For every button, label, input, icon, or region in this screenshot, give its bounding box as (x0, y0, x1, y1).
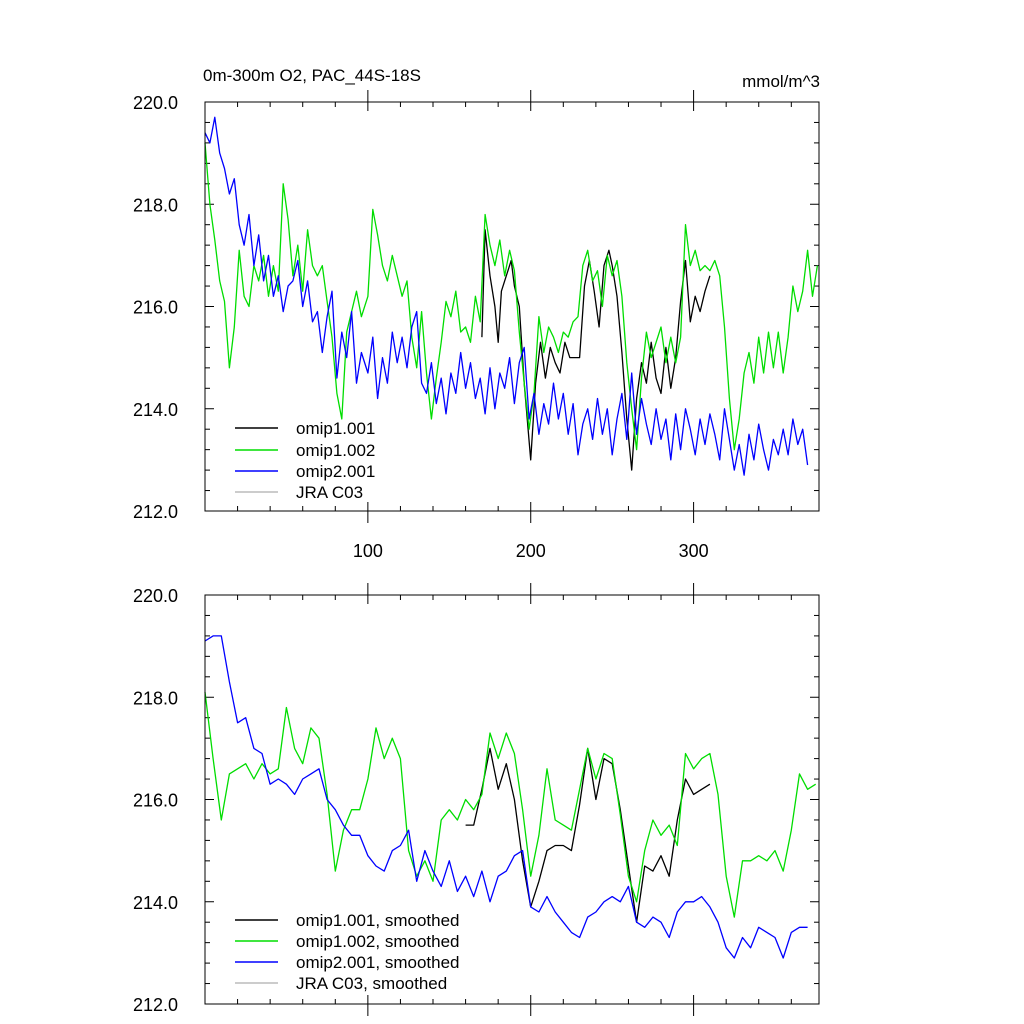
legend-label: omip2.001, smoothed (296, 953, 460, 972)
y-tick-label: 218.0 (133, 688, 178, 708)
legend-label: omip1.001, smoothed (296, 911, 460, 930)
bottom-panel: 212.0 214.0 216.0 218.0 220.0 omip1.001, smo… (133, 583, 820, 1016)
y-tick-label: 216.0 (133, 298, 178, 318)
y-tick-label: 218.0 (133, 195, 178, 215)
plot-frame (204, 594, 820, 1005)
y-tick-label: 214.0 (133, 400, 178, 420)
series-line-omip1-002 (204, 142, 819, 451)
y-tick-label: 212.0 (133, 502, 178, 522)
legend-label: omip2.001 (296, 462, 375, 481)
legend: omip1.001 omip1.002 omip2.001 JRA C03 (235, 419, 375, 502)
legend-label: omip1.001 (296, 419, 375, 438)
x-tick-label: 300 (679, 541, 709, 561)
series-line-omip1-002-smoothed (204, 692, 817, 918)
series-line-omip2-001 (204, 116, 809, 476)
y-tick-label: 216.0 (133, 791, 178, 811)
chart-title: 0m-300m O2, PAC_44S-18S (203, 66, 421, 85)
y-tick-label: 212.0 (133, 995, 178, 1015)
legend-label: JRA C03, smoothed (296, 974, 447, 993)
series-line-omip1-001 (481, 229, 711, 471)
legend-label: JRA C03 (296, 483, 363, 502)
y-tick-label: 220.0 (133, 586, 178, 606)
y-tick-label: 220.0 (133, 93, 178, 113)
units-label: mmol/m^3 (742, 72, 820, 91)
series-line-omip2-001-smoothed (204, 635, 808, 959)
x-tick-label: 100 (353, 541, 383, 561)
legend: omip1.001, smoothed omip1.002, smoothed … (235, 911, 460, 993)
x-tick-label: 200 (516, 541, 546, 561)
y-tick-label: 214.0 (133, 893, 178, 913)
legend-label: omip1.002, smoothed (296, 932, 460, 951)
plot-frame (204, 101, 820, 512)
legend-label: omip1.002 (296, 441, 375, 460)
top-panel: 0m-300m O2, PAC_44S-18S mmol/m^3 212.0 21… (133, 66, 820, 561)
